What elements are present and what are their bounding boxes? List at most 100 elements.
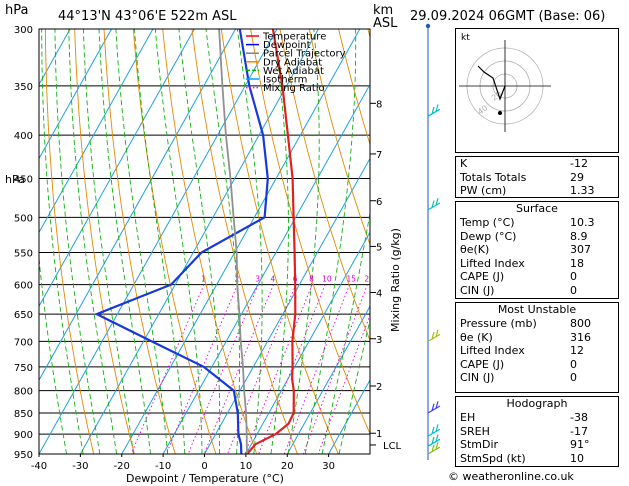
most-unstable-value: 800 — [570, 317, 591, 330]
pressure-unit-top: hPa — [5, 3, 28, 18]
wet-adiabat-line — [98, 29, 151, 454]
surface-value: 8.9 — [570, 229, 588, 243]
pressure-axis-label: hPa — [5, 173, 25, 186]
surface-value: 10.3 — [570, 216, 595, 229]
isotherm-line — [328, 379, 370, 454]
most-unstable-title: Most Unstable — [497, 303, 577, 316]
indices-table: K -12 Totals Totals 29 PW (cm) 1.33 — [455, 156, 619, 198]
wet-adiabat-line — [54, 29, 101, 454]
height-tick-label: 5 — [376, 242, 382, 253]
mixing-ratio-line — [302, 284, 368, 454]
copyright-text: © weatheronline.co.uk — [448, 470, 574, 483]
hodograph-stat-value: 10 — [570, 451, 584, 465]
surface-row: Dewp (°C) 8.9 — [456, 230, 618, 244]
hodograph-stat-row: StmDir 91° — [456, 438, 618, 452]
wind-barb — [427, 104, 441, 117]
index-row: Totals Totals 29 — [456, 171, 618, 185]
mixing-ratio-label: 4 — [270, 275, 275, 284]
wind-barb — [427, 198, 441, 211]
wind-barb — [427, 401, 441, 414]
wind-barb-glyph — [427, 401, 441, 414]
most-unstable-label: Lifted Index — [460, 344, 525, 357]
wind-barb-glyph — [427, 198, 441, 211]
mixing-ratio-line — [130, 284, 205, 454]
dry-adiabat-line — [44, 29, 95, 454]
wet-adiabat-line — [154, 29, 203, 454]
wet-adiabat-line — [41, 29, 84, 454]
temperature-tick-label: -40 — [31, 461, 47, 472]
legend-entry: Temperature — [262, 32, 326, 43]
datetime-label: 29.09.2024 06GMT (Base: 06) — [410, 9, 605, 24]
height-tick-label: LCL — [383, 441, 402, 452]
wind-barb — [427, 329, 441, 342]
index-label: K — [460, 157, 468, 170]
pressure-tick-label: 650 — [14, 310, 33, 321]
temperature-tick-label: -10 — [155, 461, 171, 472]
most-unstable-row: θe (K) 316 — [456, 331, 618, 345]
mixing-ratio-line — [283, 284, 350, 454]
pressure-tick-label: 550 — [14, 248, 33, 259]
mixing-ratio-line — [317, 313, 370, 454]
mixing-ratio-line — [227, 284, 297, 454]
km-label: km — [373, 3, 393, 18]
wind-barb-glyph — [427, 442, 441, 455]
series-parcel-trajectory — [218, 29, 248, 454]
most-unstable-label: θe (K) — [460, 330, 493, 344]
surface-table: Surface Temp (°C) 10.3 Dewp (°C) 8.9 θe(K) 307… — [455, 201, 619, 299]
dry-adiabat-line — [74, 29, 135, 454]
temperature-tick-label: 0 — [201, 461, 207, 472]
pressure-tick-label: 500 — [14, 213, 33, 224]
wet-adiabat-line — [236, 29, 263, 454]
hodograph-stat-label: StmDir — [460, 438, 499, 451]
mixing-ratio-line — [258, 284, 326, 454]
most-unstable-row: CAPE (J) 0 — [456, 358, 618, 372]
hodograph-stat-row: SREH -17 — [456, 425, 618, 439]
temperature-tick-label: 30 — [322, 461, 335, 472]
mixing-ratio-line — [244, 284, 313, 454]
most-unstable-row: Lifted Index 12 — [456, 344, 618, 358]
height-tick-label: 4 — [376, 288, 382, 299]
most-unstable-value: 12 — [570, 344, 584, 357]
most-unstable-value: 316 — [570, 330, 591, 344]
mixing-ratio-label: 20 — [364, 275, 374, 284]
wind-barb-glyph — [427, 434, 441, 447]
pressure-tick-label: 900 — [14, 430, 33, 441]
surface-row: θe(K) 307 — [456, 243, 618, 257]
wet-adiabat-line — [39, 254, 67, 454]
most-unstable-label: CIN (J) — [460, 371, 495, 384]
legend-entry: Dewpoint — [263, 40, 311, 51]
most-unstable-value: 0 — [570, 371, 577, 384]
isotherm-line — [39, 29, 154, 234]
index-value: 1.33 — [570, 184, 595, 197]
hodograph-stat-row: EH -38 — [456, 411, 618, 425]
surface-row: Temp (°C) 10.3 — [456, 216, 618, 230]
temperature-tick-label: 20 — [281, 461, 294, 472]
wet-adiabat-line — [115, 29, 169, 454]
chart-axes: 3003504004505005506006507007508008509009… — [14, 25, 402, 472]
index-row: PW (cm) 1.33 — [456, 184, 618, 198]
x-axis-label: Dewpoint / Temperature (°C) — [126, 472, 284, 485]
hodograph-stat-label: EH — [460, 411, 476, 424]
height-tick-label: 3 — [376, 335, 382, 346]
series-temperature — [246, 29, 297, 454]
surface-value: 0 — [570, 283, 577, 297]
mixing-ratio-line — [203, 284, 274, 454]
surface-label: Temp (°C) — [460, 216, 515, 229]
mixing-ratio-line — [187, 284, 259, 454]
pressure-tick-label: 400 — [14, 131, 33, 142]
hodograph-stat-label: StmSpd (kt) — [460, 451, 526, 465]
pressure-tick-label: 700 — [14, 337, 33, 348]
wet-adiabat-line — [287, 29, 320, 454]
surface-title: Surface — [516, 202, 558, 215]
legend-entry: Mixing Ratio — [263, 83, 325, 94]
hodograph-stat-row: StmSpd (kt) 10 — [456, 452, 618, 466]
legend-entry: Wet Adiabat — [263, 66, 324, 77]
pressure-tick-label: 950 — [14, 450, 33, 461]
chart-curves — [93, 29, 297, 454]
pressure-tick-label: 450 — [14, 174, 33, 185]
most-unstable-table: Most Unstable Pressure (mb) 800 θe (K) 316 Li… — [455, 302, 619, 393]
temperature-tick-label: 10 — [240, 461, 253, 472]
height-tick-label: 6 — [376, 197, 382, 208]
hodograph-stat-label: SREH — [460, 424, 490, 438]
